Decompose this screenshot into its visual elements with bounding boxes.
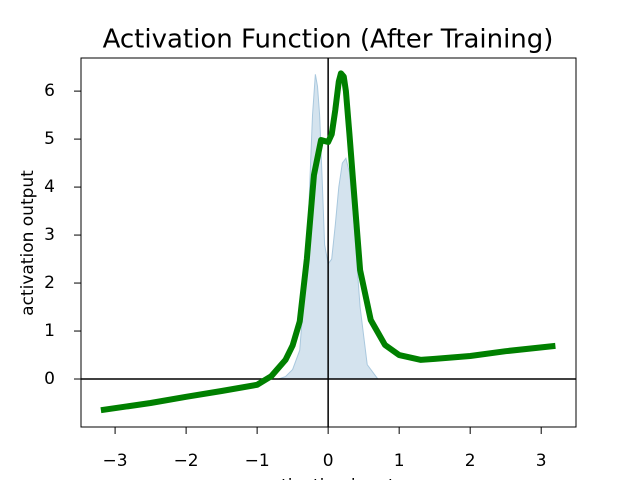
x-tick-label: −1 — [245, 451, 270, 471]
x-tick-label: 1 — [394, 451, 405, 471]
x-tick-label: −2 — [174, 451, 199, 471]
y-tick-label: 6 — [44, 81, 55, 101]
chart-title: Activation Function (After Training) — [103, 25, 554, 55]
activation-line — [100, 70, 556, 414]
y-tick-label: 0 — [44, 369, 55, 389]
x-axis-label: activation input — [261, 476, 395, 480]
x-tick-label: 0 — [323, 451, 334, 471]
x-tick-label: 3 — [536, 451, 547, 471]
y-tick-label: 5 — [44, 129, 55, 149]
x-tick-label: −3 — [103, 451, 128, 471]
y-tick-label: 1 — [44, 321, 55, 341]
y-axis-label: activation output — [18, 170, 38, 316]
y-tick-label: 3 — [44, 225, 55, 245]
y-tick-label: 2 — [44, 273, 55, 293]
x-tick-label: 2 — [465, 451, 476, 471]
y-tick-label: 4 — [44, 177, 55, 197]
